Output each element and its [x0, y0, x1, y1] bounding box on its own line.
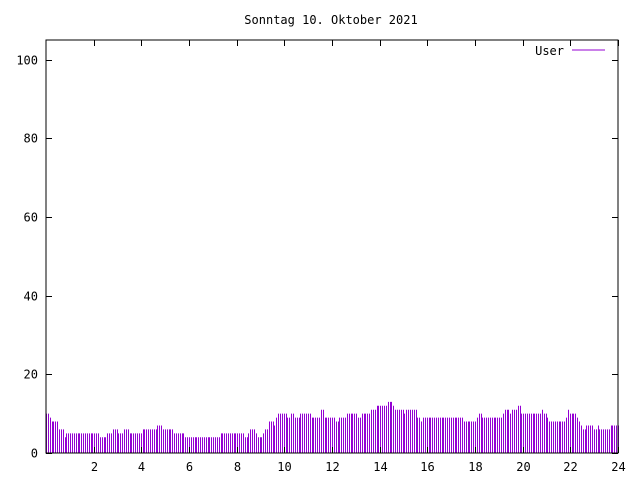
plot-frame: [45, 39, 619, 454]
x-tick-label: 22: [563, 460, 577, 474]
x-tick-label: 4: [138, 460, 145, 474]
y-tick-label: 40: [24, 290, 38, 304]
x-axis: 2 4 6 8 10 12 14 16 18 20 22 24: [91, 40, 626, 474]
x-tick-label: 20: [516, 460, 530, 474]
x-tick-label: 24: [611, 460, 625, 474]
x-tick-label: 2: [91, 460, 98, 474]
x-tick-label: 10: [277, 460, 291, 474]
bars-group: [46, 401, 619, 453]
y-tick-label: 60: [24, 211, 38, 225]
x-tick-label: 16: [420, 460, 434, 474]
y-tick-label: 0: [31, 447, 38, 461]
x-tick-label: 8: [234, 460, 241, 474]
legend: User: [535, 44, 605, 58]
x-tick-label: 18: [468, 460, 482, 474]
x-tick-label: 12: [325, 460, 339, 474]
x-tick-label: 14: [373, 460, 387, 474]
chart-title: Sonntag 10. Oktober 2021: [244, 13, 417, 27]
legend-label: User: [535, 44, 564, 58]
y-tick-label: 100: [16, 54, 38, 68]
x-tick-label: 6: [186, 460, 193, 474]
y-axis: 0 20 40 60 80 100: [16, 54, 618, 461]
y-tick-label: 80: [24, 132, 38, 146]
y-tick-label: 20: [24, 368, 38, 382]
